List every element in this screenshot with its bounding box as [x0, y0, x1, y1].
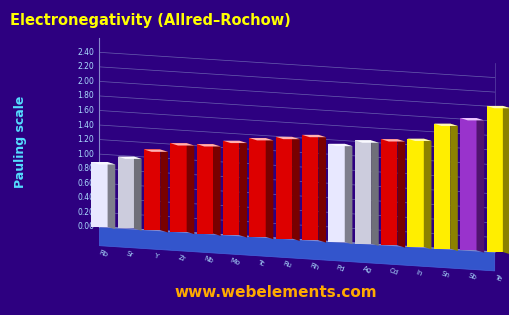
Polygon shape — [292, 137, 299, 241]
Text: Sr: Sr — [125, 250, 134, 259]
Polygon shape — [107, 162, 115, 229]
Bar — [433, 123, 449, 249]
Bar — [459, 118, 475, 250]
Text: 0.40: 0.40 — [77, 193, 94, 202]
Polygon shape — [134, 157, 142, 231]
Text: 2.40: 2.40 — [77, 48, 94, 57]
Polygon shape — [397, 139, 404, 248]
Text: 2.20: 2.20 — [77, 62, 94, 72]
Polygon shape — [449, 123, 457, 251]
Polygon shape — [475, 118, 483, 253]
Polygon shape — [328, 144, 352, 146]
Text: 0.20: 0.20 — [77, 208, 94, 217]
Bar — [380, 139, 397, 245]
Text: Rh: Rh — [308, 262, 319, 271]
Text: Ru: Ru — [282, 261, 292, 269]
Bar — [118, 157, 134, 228]
Polygon shape — [91, 162, 115, 164]
Text: 0.00: 0.00 — [77, 222, 94, 231]
Polygon shape — [502, 106, 509, 255]
Polygon shape — [407, 139, 431, 141]
Polygon shape — [423, 139, 431, 249]
Polygon shape — [213, 144, 220, 236]
Text: Mo: Mo — [229, 257, 240, 266]
Text: 1.20: 1.20 — [77, 135, 94, 144]
Polygon shape — [249, 138, 273, 140]
Bar — [328, 144, 344, 242]
Text: Pauling scale: Pauling scale — [14, 95, 27, 188]
Polygon shape — [459, 118, 483, 120]
Text: Nb: Nb — [203, 255, 214, 265]
Bar — [144, 150, 160, 230]
Polygon shape — [186, 143, 194, 234]
Text: Sn: Sn — [440, 271, 450, 279]
Text: www.webelements.com: www.webelements.com — [174, 285, 376, 301]
Bar — [354, 140, 371, 243]
Bar — [249, 138, 265, 237]
Text: Cd: Cd — [387, 267, 398, 276]
Polygon shape — [170, 143, 194, 146]
Bar — [222, 141, 239, 235]
Polygon shape — [118, 157, 142, 159]
Bar — [91, 162, 107, 227]
Polygon shape — [99, 227, 494, 271]
Polygon shape — [371, 140, 378, 246]
Text: Y: Y — [153, 252, 159, 259]
Polygon shape — [486, 106, 509, 108]
Polygon shape — [222, 141, 246, 143]
Text: 1.60: 1.60 — [77, 106, 94, 115]
Text: Zr: Zr — [177, 254, 187, 262]
Text: Pd: Pd — [335, 264, 345, 272]
Polygon shape — [160, 150, 167, 232]
Bar — [407, 139, 423, 247]
Polygon shape — [196, 144, 220, 146]
Polygon shape — [354, 140, 378, 143]
Text: 1.80: 1.80 — [77, 91, 94, 100]
Polygon shape — [239, 141, 246, 238]
Bar — [170, 143, 186, 232]
Text: 1.40: 1.40 — [77, 121, 94, 129]
Polygon shape — [265, 138, 273, 239]
Text: Rb: Rb — [98, 249, 108, 258]
Text: 1.00: 1.00 — [77, 150, 94, 159]
Text: 0.80: 0.80 — [77, 164, 94, 173]
Polygon shape — [344, 144, 352, 244]
Text: Sb: Sb — [466, 272, 476, 281]
Polygon shape — [144, 150, 167, 152]
Bar — [486, 106, 502, 252]
Text: In: In — [414, 269, 423, 277]
Polygon shape — [318, 135, 325, 243]
Text: Te: Te — [493, 274, 502, 282]
Polygon shape — [301, 135, 325, 137]
Text: 0.60: 0.60 — [77, 179, 94, 188]
Text: Electronegativity (Allred–Rochow): Electronegativity (Allred–Rochow) — [10, 13, 290, 28]
Text: 2.00: 2.00 — [77, 77, 94, 86]
Polygon shape — [275, 137, 299, 139]
Polygon shape — [380, 139, 404, 141]
Polygon shape — [433, 123, 457, 126]
Bar — [301, 135, 318, 240]
Text: Tc: Tc — [257, 259, 265, 267]
Bar — [196, 144, 213, 233]
Bar — [275, 137, 292, 238]
Text: Ag: Ag — [361, 266, 372, 274]
